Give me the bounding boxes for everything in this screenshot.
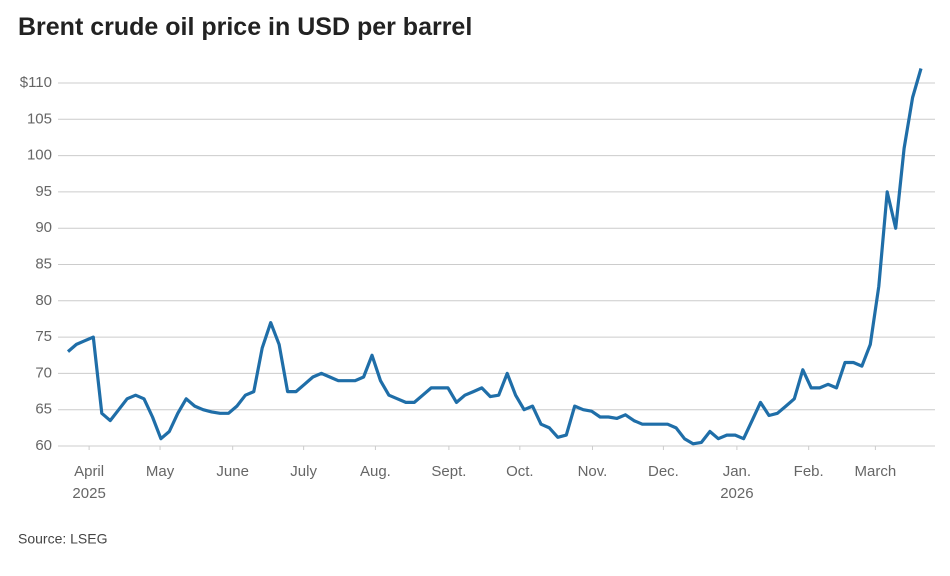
source: Source: LSEG bbox=[18, 531, 108, 547]
x-tick-label: June bbox=[216, 463, 249, 480]
x-tick-label: Sept. bbox=[431, 463, 466, 480]
y-tick-label: 100 bbox=[27, 147, 52, 164]
x-tick-label: Feb. bbox=[794, 463, 824, 480]
year-label: 2026 bbox=[720, 485, 753, 502]
y-tick-label: $110 bbox=[20, 74, 52, 91]
x-tick-label: May bbox=[146, 463, 175, 480]
x-tick-label: Jan. bbox=[723, 463, 751, 480]
y-tick-label: 95 bbox=[35, 183, 52, 200]
y-tick-label: 75 bbox=[35, 328, 52, 345]
y-tick-label: 105 bbox=[27, 110, 52, 127]
x-tick-label: March bbox=[855, 463, 897, 480]
y-tick-label: 65 bbox=[35, 401, 52, 418]
y-tick-label: 80 bbox=[35, 292, 52, 309]
y-tick-label: 90 bbox=[35, 219, 52, 236]
year-label: 2025 bbox=[72, 485, 105, 502]
chart-title: Brent crude oil price in USD per barrel bbox=[18, 13, 472, 41]
x-tick-label: Aug. bbox=[360, 463, 391, 480]
x-tick-label: April bbox=[74, 463, 104, 480]
x-tick-label: Nov. bbox=[578, 463, 608, 480]
x-tick-label: Oct. bbox=[506, 463, 534, 480]
y-tick-label: 70 bbox=[35, 364, 52, 381]
y-tick-label: 85 bbox=[35, 255, 52, 272]
price-line bbox=[66, 68, 923, 446]
x-tick-label: Dec. bbox=[648, 463, 679, 480]
y-tick-label: 60 bbox=[35, 437, 52, 454]
x-tick-label: July bbox=[290, 463, 317, 480]
